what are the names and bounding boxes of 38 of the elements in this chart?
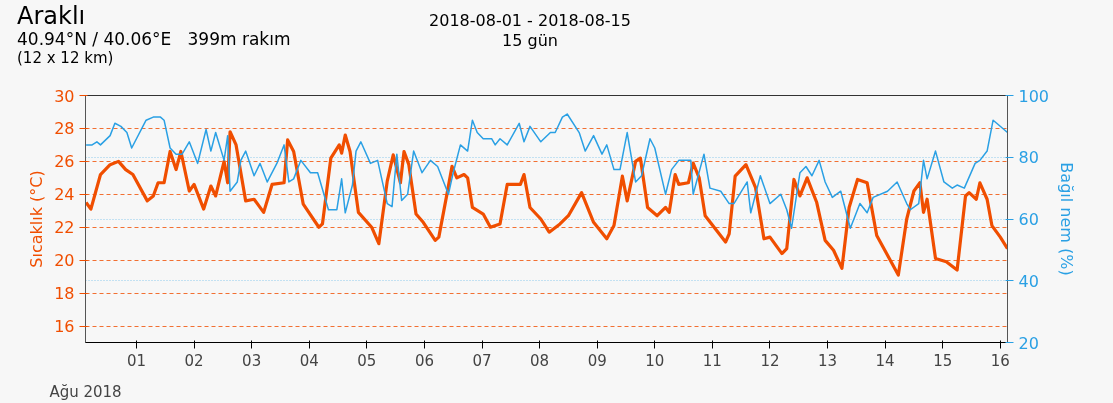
x-tick-label: 15 <box>933 351 953 370</box>
y2-tick-label: 100 <box>1018 86 1050 106</box>
y-tick-label: 22 <box>54 218 75 238</box>
y-tick-label: 18 <box>54 284 75 304</box>
x-tick-label: 02 <box>184 351 204 370</box>
x-tick-label: 14 <box>875 351 895 370</box>
x-tick-label: 09 <box>587 351 607 370</box>
y-tick-label: 26 <box>54 152 75 172</box>
x-tick-label: 01 <box>126 351 147 370</box>
x-tick-label: 10 <box>645 351 665 370</box>
line-series <box>85 113 1008 230</box>
y-tick-label: 28 <box>54 119 75 139</box>
y2-tick-label: 40 <box>1018 271 1039 291</box>
x-axis-title: Ağu 2018 <box>49 382 122 401</box>
y2-tick-label: 80 <box>1018 148 1039 168</box>
y-tick-label: 16 <box>54 317 75 337</box>
y2-tick-label: 60 <box>1018 210 1039 229</box>
text: (12 x 12 km) <box>17 49 115 67</box>
y2-tick-label: 20 <box>1018 333 1039 353</box>
y-tick-label: 20 <box>54 251 75 271</box>
chart-subtitle: 40.94°N / 40.06°E 399m rakım <box>17 29 292 49</box>
x-tick-label: 06 <box>414 351 434 370</box>
y2-axis-title: Bağıl nem (%) <box>1057 162 1077 276</box>
x-tick-label: 13 <box>818 351 838 370</box>
x-tick-label: 12 <box>760 351 780 370</box>
text: 2018-08-01 - 2018-08-15 <box>428 11 632 31</box>
x-tick-label: 16 <box>990 351 1010 370</box>
x-tick-label: 08 <box>530 351 550 370</box>
y-axis-title: Sıcaklık (°C) <box>27 170 47 268</box>
x-tick-label: 07 <box>472 351 492 370</box>
x-tick-label: 04 <box>299 351 319 370</box>
x-tick-label: 05 <box>357 351 377 370</box>
chart-title: Araklı <box>17 2 87 30</box>
text: 15 gün <box>501 31 559 51</box>
y-tick-label: 24 <box>54 185 75 205</box>
y-tick-label: 30 <box>54 86 75 106</box>
x-tick-label: 03 <box>242 351 262 370</box>
x-tick-label: 11 <box>702 351 722 370</box>
